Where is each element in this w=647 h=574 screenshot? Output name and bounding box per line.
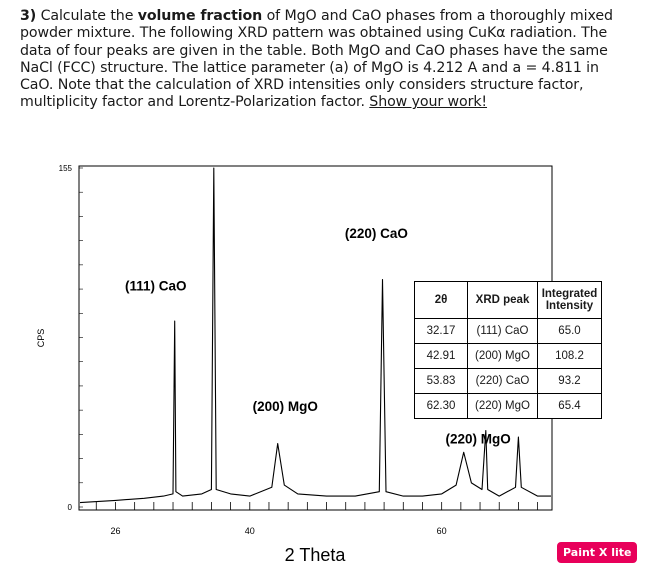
peak-annotations: (111) CaO (220) CaO (200) MgO (220) MgO (125, 226, 511, 447)
peak-annotation: (200) MgO (253, 399, 318, 414)
brand-badge: Paint X lite (557, 542, 638, 563)
problem-bold-term: volume fraction (137, 8, 263, 24)
table-row: 53.83 (220) CaO 93.2 (414, 368, 602, 394)
x-axis-ticks: 26 40 60 (95, 502, 539, 536)
table-cell: (220) CaO (467, 368, 538, 394)
table-row: 62.30 (220) MgO 65.4 (414, 393, 602, 419)
xrd-pattern-line (79, 167, 551, 504)
table-cell: 93.2 (537, 368, 602, 394)
table-cell: 32.17 (414, 318, 468, 344)
x-tick-label: 26 (110, 526, 120, 536)
table-row: 32.17 (111) CaO 65.0 (414, 318, 602, 344)
x-tick-label: 60 (437, 526, 447, 536)
table-cell: (111) CaO (467, 318, 538, 344)
table-cell: 108.2 (537, 343, 602, 369)
table-cell: 65.4 (537, 393, 602, 419)
problem-statement: 3) Calculate the volume fraction of MgO … (20, 8, 635, 112)
y-axis-title: CPS (36, 329, 46, 348)
y-axis-ticks: 0 155 (59, 164, 83, 512)
table-row: 42.91 (200) MgO 108.2 (414, 343, 602, 369)
table-cell: 62.30 (414, 393, 468, 419)
problem-text-2: of MgO and CaO phases from a thoroughly … (20, 8, 613, 111)
table-cell: 42.91 (414, 343, 468, 369)
show-work-note: Show your work! (369, 94, 488, 111)
table-cell: (220) MgO (467, 393, 538, 419)
x-axis-title: 2 Theta (285, 545, 347, 565)
y-tick-label: 155 (59, 164, 73, 173)
y-tick-label: 0 (68, 503, 73, 512)
peak-data-table: 2θ XRD peak Integrated Intensity 32.17 (… (414, 281, 602, 419)
peak-annotation: (220) CaO (345, 226, 408, 241)
table-header: 2θ (414, 281, 468, 319)
table-header-row: 2θ XRD peak Integrated Intensity (414, 281, 602, 319)
table-header: Integrated Intensity (537, 281, 602, 319)
problem-number: 3) (20, 8, 37, 24)
table-cell: (200) MgO (467, 343, 538, 369)
table-cell: 53.83 (414, 368, 468, 394)
table-header: XRD peak (467, 281, 538, 319)
peak-annotation: (111) CaO (125, 278, 187, 293)
x-tick-label: 40 (245, 526, 255, 536)
problem-text-1: Calculate the (36, 8, 138, 24)
peak-annotation: (220) MgO (445, 432, 510, 447)
table-cell: 65.0 (537, 318, 602, 344)
